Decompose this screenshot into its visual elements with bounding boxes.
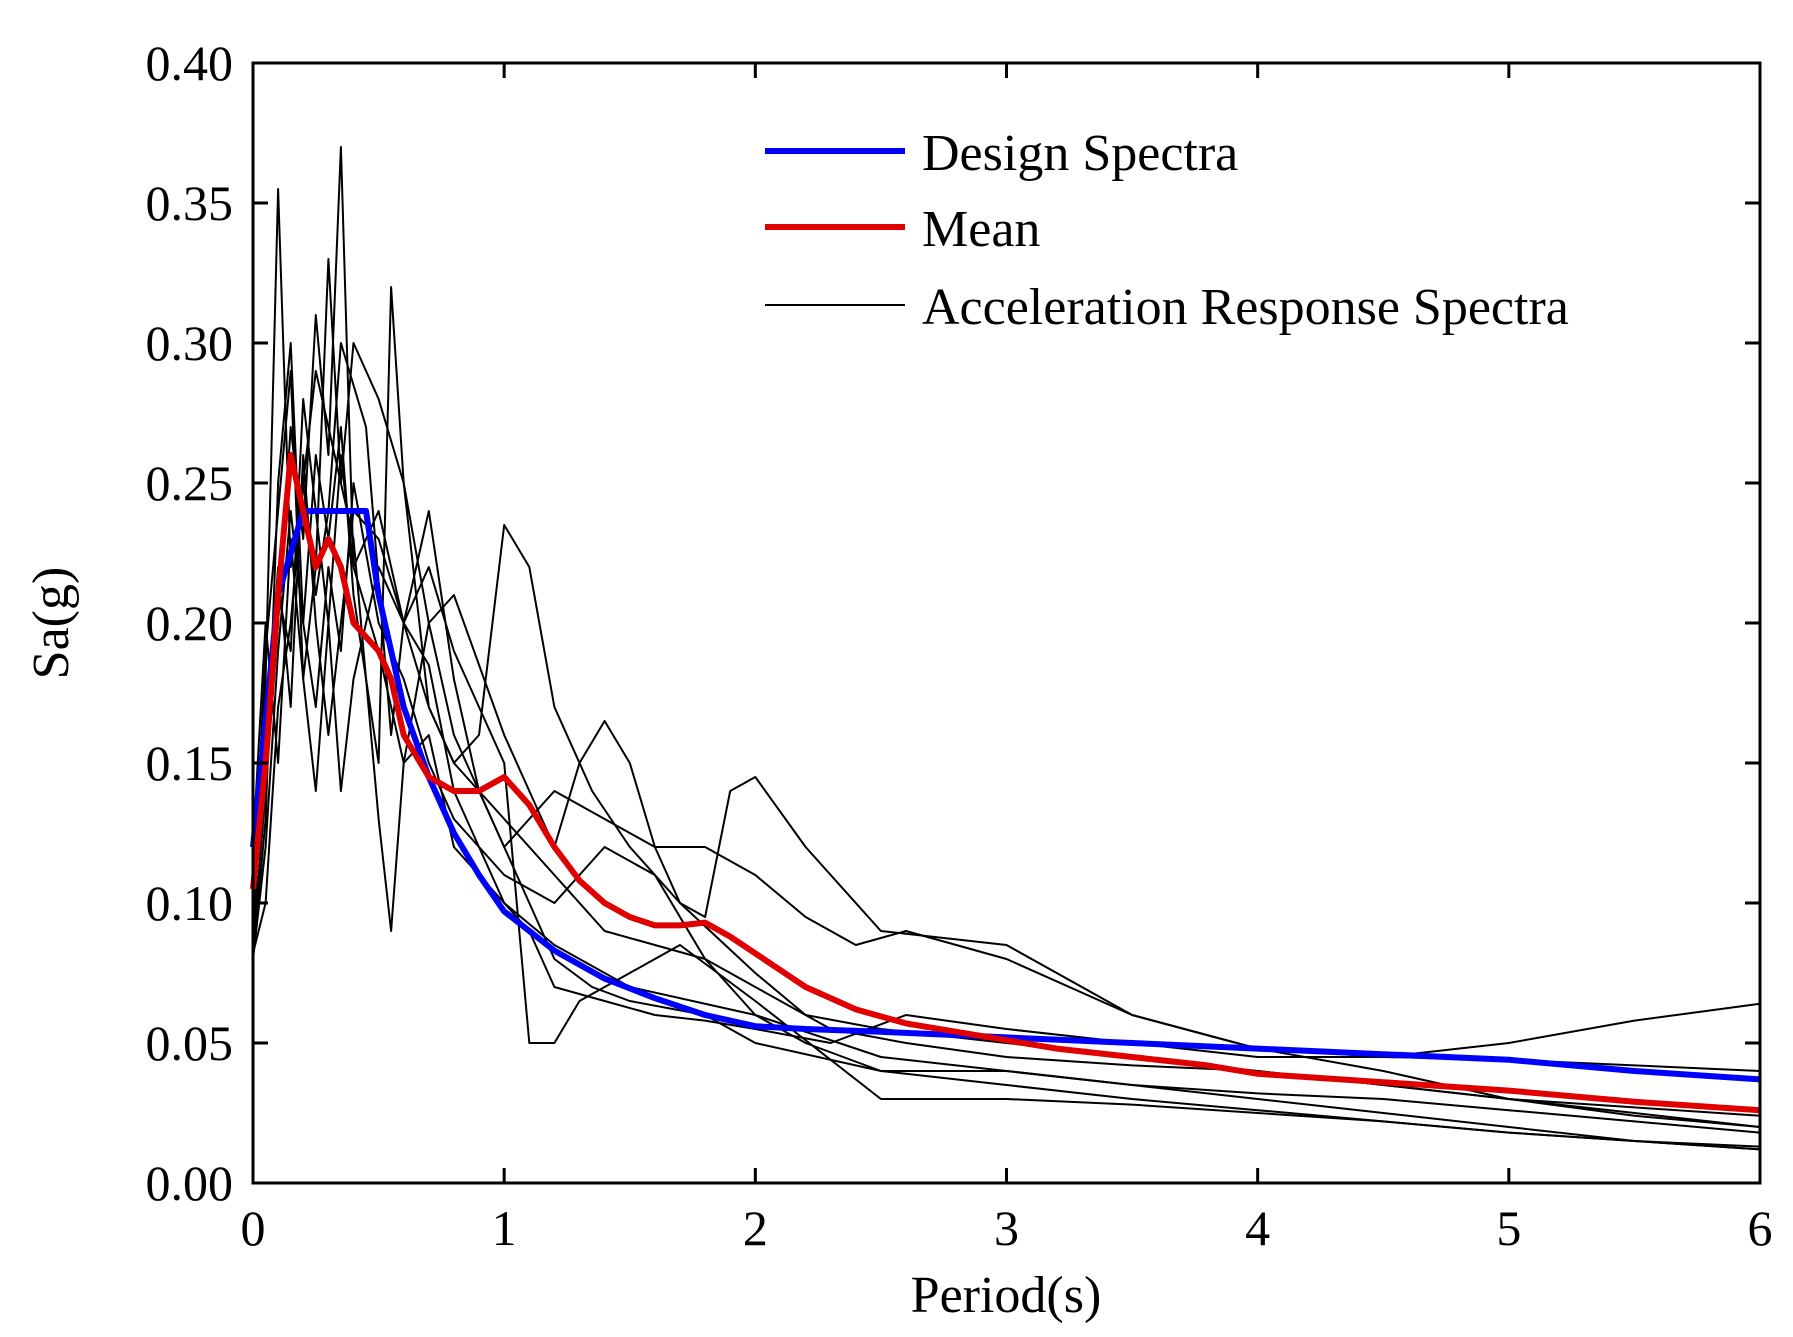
legend-label-acceleration-response-spectra: Acceleration Response Spectra [922,279,1569,336]
x-axis-title: Period(s) [911,1267,1102,1324]
y-tick-label: 0.20 [146,595,234,651]
y-tick-label: 0.35 [146,175,234,231]
series-line-record-4 [252,258,1761,1072]
x-tick-label: 3 [994,1200,1019,1256]
x-tick-label: 2 [743,1200,768,1256]
series-line-mean [250,452,1761,1114]
series-line-record-6 [252,342,1761,1128]
y-tick-label: 0.10 [146,875,234,931]
y-axis-title: Sa(g) [23,567,80,680]
y-tick-label: 0.25 [146,455,234,511]
y-tick-label: 0.00 [146,1155,234,1211]
series-line-design [250,508,1761,1083]
series-line-record-5 [252,398,1761,1148]
y-tick-label: 0.15 [146,735,234,791]
x-tick-label: 4 [1245,1200,1270,1256]
legend-label-design-spectra: Design Spectra [922,125,1238,182]
y-tick-label: 0.05 [146,1015,234,1071]
series-line-record-7 [252,538,1761,1058]
y-tick-label: 0.30 [146,315,234,371]
series-line-record-1 [252,146,1761,1151]
x-tick-label: 0 [241,1200,266,1256]
series-line-record-8 [252,454,1761,1128]
legend: Design Spectra Mean Acceleration Respons… [765,125,1569,336]
ticks-layer: 0 1 2 3 4 5 6 0.00 0.05 0.10 0.15 0.20 0.25 0.30 0.35 0… [146,35,1773,1256]
x-tick-label: 5 [1496,1200,1521,1256]
series-line-record-3 [252,286,1761,1117]
legend-label-mean: Mean [922,201,1040,258]
x-tick-label: 1 [492,1200,517,1256]
y-tick-label: 0.40 [146,35,234,91]
x-tick-label: 6 [1748,1200,1773,1256]
series-layer [250,146,1761,1151]
series-line-record-9 [252,482,1761,1134]
